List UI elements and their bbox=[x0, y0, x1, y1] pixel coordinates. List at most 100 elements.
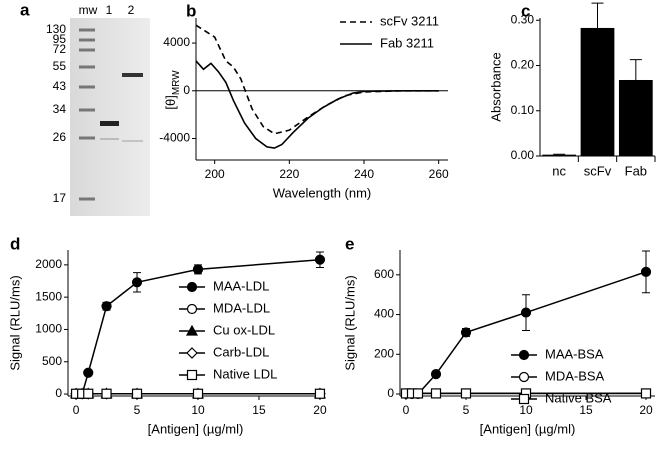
y-label-sub: MRW bbox=[171, 70, 182, 95]
x-tick-label: 5 bbox=[463, 403, 470, 417]
marker bbox=[185, 324, 199, 336]
series-line bbox=[76, 258, 321, 395]
gel-band bbox=[100, 138, 119, 140]
legend-label: MAA-BSA bbox=[545, 346, 604, 361]
marker-size-label: 72 bbox=[53, 42, 67, 56]
x-tick-label: 20 bbox=[639, 403, 653, 417]
marker-size-label: 34 bbox=[53, 102, 67, 116]
y-tick-label: 0.10 bbox=[511, 103, 535, 117]
x-tick-label: 5 bbox=[134, 403, 141, 417]
x-tick-label: 0 bbox=[403, 403, 410, 417]
legend-label: scFv 3211 bbox=[380, 13, 439, 28]
ladder-band bbox=[79, 108, 95, 112]
x-tick-label: Fab bbox=[625, 163, 647, 178]
bar bbox=[542, 154, 577, 156]
legend-label: Cu ox-LDL bbox=[213, 322, 275, 337]
marker bbox=[314, 388, 326, 399]
y-tick-label: -4000 bbox=[159, 131, 190, 145]
y-axis-label: Signal (RLU/ms) bbox=[342, 275, 357, 370]
y-tick-label: 4000 bbox=[163, 35, 190, 49]
legend-label: MDA-BSA bbox=[545, 368, 605, 383]
marker-size-label: 55 bbox=[53, 59, 67, 73]
gel-band bbox=[122, 73, 143, 77]
y-tick-label: 0 bbox=[55, 386, 62, 400]
y-tick-label: 1000 bbox=[35, 322, 62, 336]
marker bbox=[83, 367, 94, 378]
lane-label: 1 bbox=[106, 3, 113, 17]
y-axis-label: Absorbance bbox=[488, 52, 503, 121]
y-tick-label: 400 bbox=[374, 307, 394, 321]
gel-image bbox=[70, 18, 150, 216]
bar bbox=[618, 79, 653, 156]
marker-size-label: 95 bbox=[53, 32, 67, 46]
marker bbox=[460, 388, 472, 399]
legend-label: Native BSA bbox=[545, 390, 612, 405]
y-tick-label: 0 bbox=[183, 83, 190, 97]
marker bbox=[518, 349, 530, 361]
ladder-band bbox=[79, 28, 95, 32]
marker bbox=[186, 369, 198, 381]
x-tick-label: nc bbox=[552, 163, 566, 178]
x-tick-label: 15 bbox=[252, 403, 266, 417]
marker bbox=[460, 327, 472, 338]
marker-size-label: 26 bbox=[53, 130, 67, 144]
marker-size-label: 43 bbox=[53, 79, 67, 93]
panel-letter: a bbox=[20, 0, 30, 19]
ladder-band bbox=[79, 197, 95, 201]
marker bbox=[518, 393, 530, 405]
error-bar bbox=[591, 2, 604, 28]
marker bbox=[131, 388, 143, 399]
marker bbox=[640, 388, 652, 399]
lane-label: 2 bbox=[128, 3, 135, 17]
bar bbox=[580, 27, 615, 156]
error-bar bbox=[629, 59, 642, 80]
lane-label: mw bbox=[79, 3, 98, 17]
x-axis-label: [Antigen] (µg/ml) bbox=[148, 421, 244, 436]
x-axis-label: [Antigen] (µg/ml) bbox=[480, 421, 576, 436]
ladder-band bbox=[79, 136, 95, 140]
x-tick-label: 200 bbox=[205, 167, 225, 181]
x-tick-label: 10 bbox=[519, 403, 533, 417]
marker bbox=[186, 347, 198, 359]
x-tick-label: 260 bbox=[429, 167, 449, 181]
y-axis-label: [θ]MRW bbox=[163, 70, 181, 110]
ladder-band bbox=[79, 85, 95, 89]
y-tick-label: 1500 bbox=[35, 289, 62, 303]
x-tick-label: scFv bbox=[584, 163, 612, 178]
marker-size-label: 130 bbox=[46, 22, 66, 36]
marker bbox=[314, 254, 326, 265]
gel-band bbox=[100, 121, 119, 126]
legend-label: MDA-LDL bbox=[213, 300, 270, 315]
ladder-band bbox=[79, 38, 95, 42]
panel-letter: b bbox=[186, 1, 196, 20]
marker bbox=[101, 301, 112, 312]
legend-label: Fab 3211 bbox=[380, 35, 434, 50]
marker bbox=[83, 388, 94, 399]
legend-label: Carb-LDL bbox=[213, 344, 269, 359]
x-tick-label: 240 bbox=[354, 167, 374, 181]
y-tick-label: 0.30 bbox=[511, 12, 535, 26]
y-tick-label: 0 bbox=[387, 386, 394, 400]
marker bbox=[186, 303, 198, 315]
ladder-band bbox=[79, 65, 95, 69]
y-axis-label: Signal (RLU/ms) bbox=[7, 275, 22, 370]
marker bbox=[640, 266, 652, 277]
y-label-main: [θ] bbox=[163, 95, 178, 109]
x-tick-label: 15 bbox=[579, 403, 593, 417]
y-tick-label: 0.00 bbox=[511, 148, 535, 162]
marker bbox=[518, 371, 530, 383]
panel-letter: c bbox=[521, 1, 530, 20]
marker bbox=[131, 277, 143, 288]
marker bbox=[101, 388, 112, 399]
panel-letter: e bbox=[345, 234, 354, 253]
y-tick-label: 500 bbox=[42, 354, 62, 368]
marker bbox=[430, 369, 442, 380]
ladder-band bbox=[79, 48, 95, 52]
y-tick-label: 600 bbox=[374, 267, 394, 281]
marker bbox=[412, 388, 424, 399]
series-line bbox=[195, 60, 439, 149]
marker-size-label: 17 bbox=[53, 191, 67, 205]
legend-label: Native LDL bbox=[213, 366, 277, 381]
gel-band bbox=[122, 140, 143, 142]
y-tick-label: 200 bbox=[374, 346, 394, 360]
